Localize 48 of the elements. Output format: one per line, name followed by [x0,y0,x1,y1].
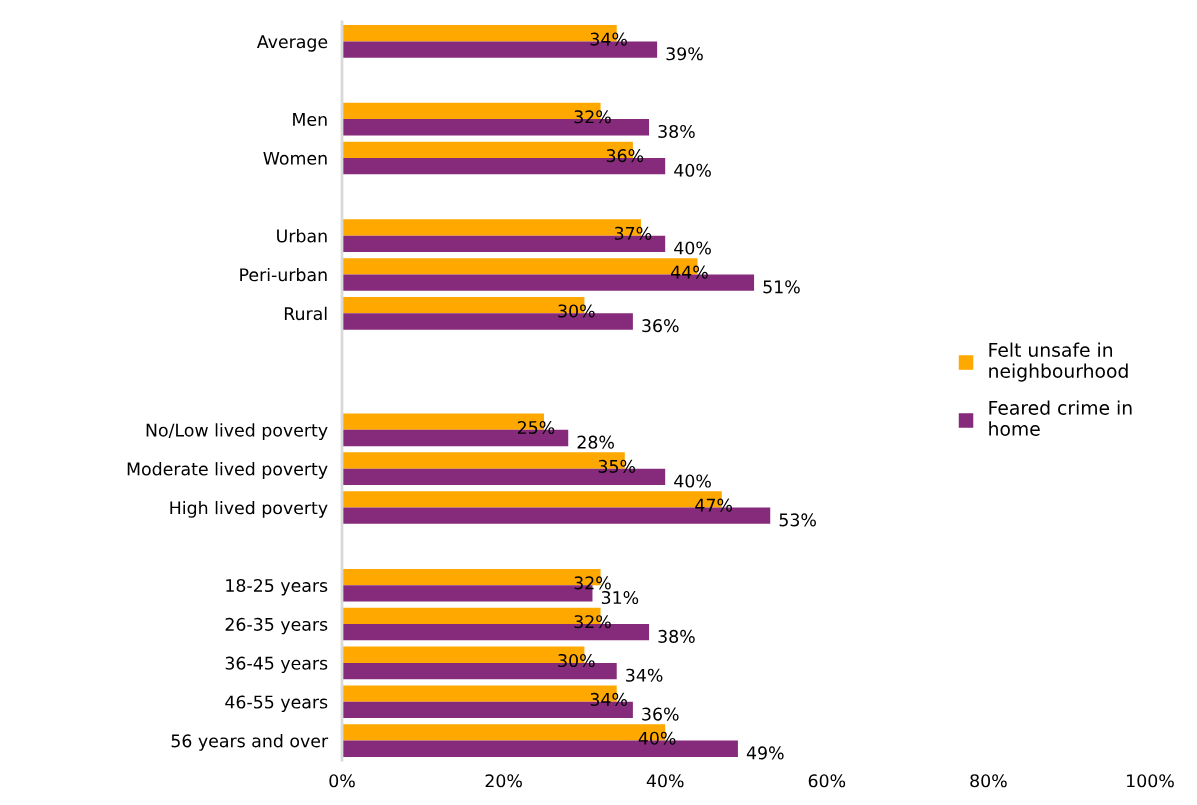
legend-label: Feared crime in home [989,400,1132,436]
data-label: 47% [695,498,733,512]
y-tick-label: Peri-urban [240,267,327,282]
data-label: 28% [577,435,614,449]
y-tick-label: Urban [277,229,327,243]
data-label: 39% [666,47,703,61]
y-tick-label: Average [256,35,328,52]
data-label: 32% [574,110,611,124]
data-label: 30% [558,653,595,668]
data-label: 35% [598,459,636,473]
x-tick-label: 40% [646,774,684,788]
data-label: 40% [674,163,711,177]
y-tick-label: 56 years and over [171,733,329,751]
x-tick-label: 20% [485,774,522,788]
y-tick-label: High lived poverty [170,500,328,518]
data-label: 44% [671,265,708,279]
data-label: 32% [574,615,611,629]
data-label: 49% [746,746,784,760]
legend-label: Felt unsafe in neighbourhood [989,342,1128,382]
data-label: 31% [601,590,639,605]
y-tick-label: Moderate lived poverty [127,462,328,479]
y-tick-label: 26-35 years [225,617,328,635]
data-label: 51% [763,280,800,294]
data-label: 37% [614,226,652,240]
data-label: 34% [590,692,627,706]
x-tick-label: 100% [1127,774,1174,788]
data-label: 36% [642,707,679,721]
data-label: 40% [674,241,711,255]
data-label: 36% [606,149,644,163]
y-tick-label: Rural [284,306,327,321]
y-tick-label: 46-55 years [225,695,328,712]
data-label: 34% [626,668,663,682]
data-label: 40% [638,731,676,745]
data-label: 38% [658,629,695,643]
x-tick-label: 0% [329,774,355,788]
data-label: 38% [658,124,695,139]
x-tick-label: 60% [808,774,846,788]
y-tick-label: Women [263,151,327,165]
data-label: 25% [517,420,555,435]
x-tick-label: 80% [970,774,1007,788]
y-tick-label: 18-25 years [226,578,328,596]
y-tick-label: 36-45 years [225,656,328,674]
data-label: 53% [779,513,816,527]
data-label: 40% [674,474,711,488]
y-tick-label: Men [293,113,327,126]
data-label: 34% [590,32,627,46]
y-tick-label: No/Low lived poverty [146,423,328,441]
data-label: 36% [642,319,679,333]
